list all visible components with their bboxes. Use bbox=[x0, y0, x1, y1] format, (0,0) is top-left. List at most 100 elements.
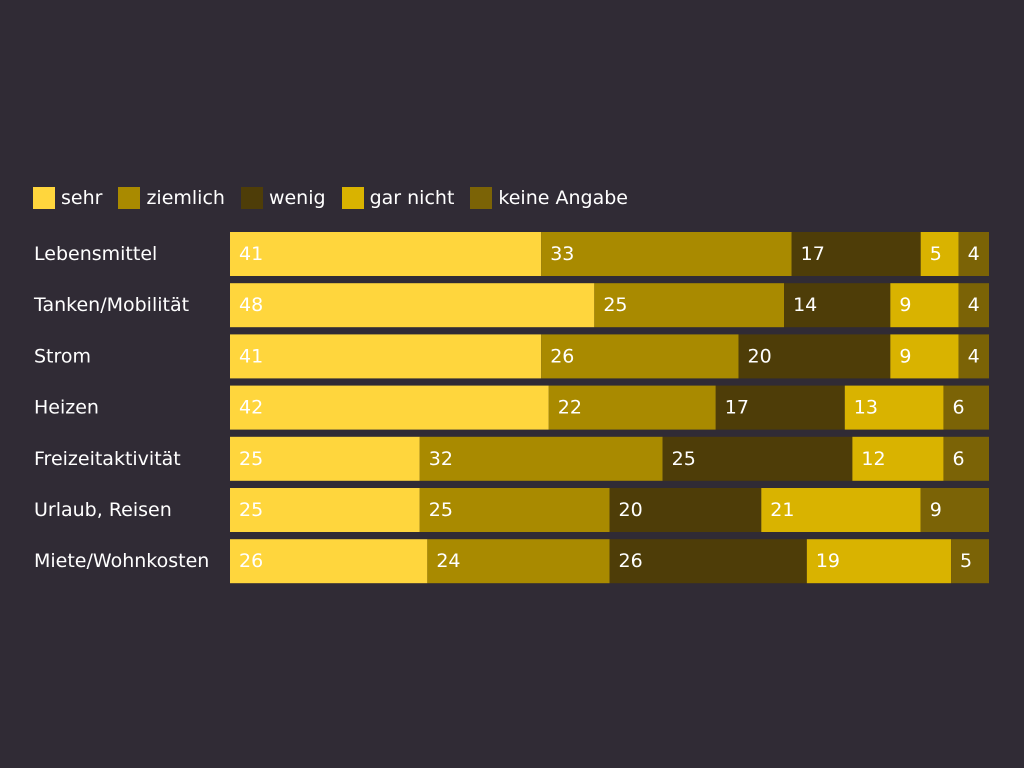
bar-segment-keine-angabe bbox=[958, 283, 989, 328]
bar-segment-sehr bbox=[230, 385, 549, 430]
data-label: 9 bbox=[930, 499, 942, 521]
bar-segment-ziemlich bbox=[419, 436, 663, 481]
bar-segment-ziemlich bbox=[594, 283, 785, 328]
bar-segment-wenig bbox=[715, 385, 845, 430]
bar-segment-sehr bbox=[230, 334, 542, 379]
chart-legend: sehr ziemlich wenig gar nicht keine Angabe bbox=[33, 184, 644, 212]
legend-label: wenig bbox=[268, 187, 326, 209]
legend-item-gar-nicht: gar nicht bbox=[341, 187, 455, 209]
data-label: 6 bbox=[952, 448, 964, 470]
data-label: 20 bbox=[619, 499, 643, 521]
legend-label: keine Angabe bbox=[498, 187, 628, 209]
data-label: 17 bbox=[725, 397, 749, 419]
data-label: 6 bbox=[952, 397, 964, 419]
bar-row-freizeitaktivitaet: Freizeitaktivität 25 32 25 12 6 bbox=[34, 436, 989, 481]
bar-row-tanken-mobilitaet: Tanken/Mobilität 48 25 14 9 4 bbox=[33, 283, 989, 328]
data-label: 4 bbox=[968, 243, 980, 265]
bar-segment-ziemlich bbox=[419, 488, 610, 532]
data-label: 9 bbox=[899, 345, 911, 367]
data-label: 41 bbox=[239, 243, 263, 265]
data-label: 25 bbox=[672, 448, 696, 470]
bar-row-strom: Strom 41 26 20 9 4 bbox=[34, 334, 989, 379]
data-label: 26 bbox=[619, 550, 643, 572]
bar-row-miete-wohnkosten: Miete/Wohnkosten 26 24 26 19 5 bbox=[34, 539, 989, 584]
bar-segment-wenig bbox=[738, 334, 891, 379]
data-label: 13 bbox=[854, 397, 878, 419]
category-label: Tanken/Mobilität bbox=[33, 294, 189, 316]
bar-row-urlaub-reisen: Urlaub, Reisen 25 25 20 21 9 bbox=[34, 488, 989, 532]
category-label: Strom bbox=[34, 345, 91, 367]
bar-segment-wenig bbox=[791, 232, 921, 276]
data-label: 4 bbox=[968, 294, 980, 316]
bar-segment-keine-angabe bbox=[958, 232, 989, 276]
bar-segment-gar-nicht bbox=[920, 232, 959, 276]
legend-swatch bbox=[470, 187, 493, 209]
data-label: 22 bbox=[558, 397, 582, 419]
data-label: 41 bbox=[239, 345, 263, 367]
legend-item-keine-angabe: keine Angabe bbox=[470, 187, 628, 209]
bar-segment-ziemlich bbox=[548, 385, 716, 430]
bar-row-lebensmittel: Lebensmittel 41 33 17 5 4 bbox=[34, 232, 989, 276]
bar-segment-ziemlich bbox=[541, 334, 739, 379]
data-label: 24 bbox=[436, 550, 460, 572]
bar-segment-gar-nicht bbox=[852, 436, 944, 481]
data-label: 21 bbox=[770, 499, 794, 521]
category-label: Freizeitaktivität bbox=[34, 448, 181, 470]
data-label: 25 bbox=[603, 294, 627, 316]
data-label: 19 bbox=[816, 550, 840, 572]
data-label: 26 bbox=[239, 550, 263, 572]
legend-item-wenig: wenig bbox=[240, 187, 326, 209]
data-label: 12 bbox=[861, 448, 885, 470]
legend-label: ziemlich bbox=[146, 187, 225, 209]
data-label: 32 bbox=[429, 448, 453, 470]
bar-segment-sehr bbox=[230, 436, 420, 481]
category-label: Heizen bbox=[34, 397, 99, 419]
bar-segment-ziemlich bbox=[541, 232, 792, 276]
bar-segment-gar-nicht bbox=[890, 283, 959, 328]
data-label: 5 bbox=[930, 243, 942, 265]
legend-swatch bbox=[118, 187, 141, 209]
data-label: 25 bbox=[429, 499, 453, 521]
legend-label: sehr bbox=[61, 187, 103, 209]
data-label: 25 bbox=[239, 499, 263, 521]
bar-segment-gar-nicht bbox=[806, 539, 952, 584]
bar-segment-keine-angabe bbox=[943, 385, 989, 430]
data-label: 9 bbox=[899, 294, 911, 316]
data-label: 42 bbox=[239, 397, 263, 419]
bar-segment-wenig bbox=[662, 436, 853, 481]
category-label: Lebensmittel bbox=[34, 243, 157, 265]
bar-segment-ziemlich bbox=[427, 539, 610, 584]
data-label: 14 bbox=[793, 294, 817, 316]
data-label: 17 bbox=[801, 243, 825, 265]
legend-item-sehr: sehr bbox=[33, 187, 102, 209]
category-label: Urlaub, Reisen bbox=[34, 499, 172, 521]
data-label: 5 bbox=[960, 550, 972, 572]
bar-segment-wenig bbox=[784, 283, 891, 328]
bar-segment-keine-angabe bbox=[943, 436, 989, 481]
bar-segment-sehr bbox=[230, 539, 428, 584]
bar-segment-sehr bbox=[230, 283, 595, 328]
bar-segment-keine-angabe bbox=[920, 488, 989, 532]
bar-segment-gar-nicht bbox=[761, 488, 921, 532]
legend-swatch bbox=[33, 187, 55, 209]
legend-item-ziemlich: ziemlich bbox=[118, 187, 225, 209]
data-label: 25 bbox=[239, 448, 263, 470]
bar-segment-keine-angabe bbox=[951, 539, 989, 584]
legend-swatch bbox=[341, 187, 364, 209]
bar-segment-keine-angabe bbox=[958, 334, 989, 379]
legend-swatch bbox=[240, 187, 263, 209]
data-label: 20 bbox=[748, 345, 772, 367]
data-label: 4 bbox=[968, 345, 980, 367]
data-label: 26 bbox=[550, 345, 574, 367]
bar-segment-gar-nicht bbox=[890, 334, 959, 379]
bar-row-heizen: Heizen 42 22 17 13 6 bbox=[34, 385, 989, 430]
data-label: 33 bbox=[550, 243, 574, 265]
legend-label: gar nicht bbox=[369, 187, 455, 209]
bar-segment-wenig bbox=[609, 539, 807, 584]
category-label: Miete/Wohnkosten bbox=[34, 550, 209, 572]
data-label: 48 bbox=[239, 294, 263, 316]
bar-segment-sehr bbox=[230, 232, 542, 276]
bar-segment-gar-nicht bbox=[844, 385, 944, 430]
